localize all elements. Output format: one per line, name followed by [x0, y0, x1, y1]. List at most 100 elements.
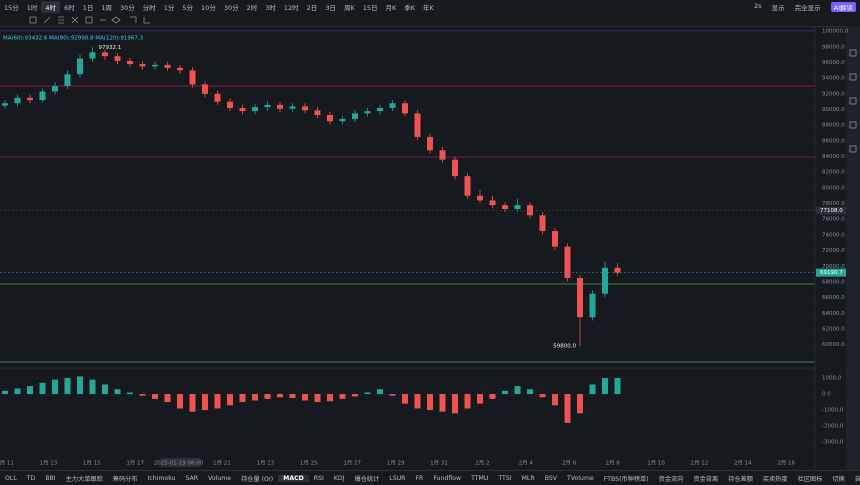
macd-bar: [227, 394, 233, 406]
top-button[interactable]: 2s: [754, 2, 762, 10]
candle-body: [439, 150, 446, 160]
macd-bar: [252, 394, 258, 401]
indicator-tab[interactable]: FTBS(币种榜单): [603, 475, 649, 483]
indicator-tab[interactable]: TVolume: [566, 474, 594, 482]
interval-button[interactable]: 15分: [4, 4, 19, 12]
indicator-tab[interactable]: 持仓差额: [728, 475, 753, 483]
indicator-tab[interactable]: 持仓量 (OI): [241, 475, 274, 483]
macd-bar: [64, 378, 71, 395]
interval-button[interactable]: 6时: [64, 4, 75, 12]
x-tick-label: 1月 27: [343, 460, 361, 467]
indicator-tab[interactable]: TTMU: [471, 474, 489, 482]
indicator-tab[interactable]: TTSI: [498, 474, 512, 482]
interval-button[interactable]: 2时: [246, 4, 258, 12]
side-icon[interactable]: [849, 49, 857, 57]
macd-bar: [589, 384, 596, 395]
interval-button[interactable]: 1时: [26, 4, 38, 12]
side-icon[interactable]: [849, 73, 857, 81]
interval-button[interactable]: 1周: [101, 4, 112, 12]
indicator-tab[interactable]: FR: [415, 474, 424, 482]
indicator-tab[interactable]: MACD: [278, 474, 309, 482]
indicator-tab[interactable]: Ichimoku: [147, 474, 176, 482]
y-tick-label: 62000.0: [822, 326, 845, 332]
indicator-tab[interactable]: 自选: [850, 474, 860, 483]
indicator-tab[interactable]: MLR: [521, 474, 535, 482]
interval-button[interactable]: 12时: [283, 4, 299, 12]
interval-button[interactable]: 4时: [41, 1, 61, 13]
macd-bar: [77, 376, 83, 395]
interval-button[interactable]: 周K: [343, 4, 355, 12]
candle-body: [377, 107, 383, 112]
top-button[interactable]: 显示: [771, 4, 785, 12]
indicator-tab[interactable]: RSI: [313, 474, 324, 482]
macd-bar: [527, 389, 533, 395]
interval-button[interactable]: 10分: [201, 4, 216, 12]
indicator-tab[interactable]: 资金背离: [693, 475, 719, 483]
interval-button[interactable]: 15日: [362, 4, 378, 12]
x-tick-label: 1月 11: [0, 460, 14, 467]
candle-body: [414, 113, 421, 137]
macd-bar: [477, 394, 483, 404]
indicator-tab[interactable]: OLL: [5, 474, 17, 482]
interval-button[interactable]: 1日: [82, 4, 94, 12]
interval-button[interactable]: 季K: [404, 4, 416, 12]
indicator-tab[interactable]: 资金流向: [658, 475, 684, 483]
indicator-tab[interactable]: BSV: [544, 474, 557, 482]
x-tick-label: 2月 8: [605, 460, 620, 467]
top-button[interactable]: AI解读: [830, 2, 856, 12]
x-tick-label: 1月 29: [387, 460, 405, 467]
interval-button[interactable]: 30分: [223, 4, 239, 12]
y-tick-label: 98000.0: [822, 44, 845, 50]
interval-button[interactable]: 3日: [325, 4, 336, 12]
interval-button[interactable]: 1分: [163, 4, 175, 12]
candle-body: [364, 111, 371, 114]
candle-body: [164, 64, 171, 68]
indicator-tab[interactable]: LSUR: [389, 474, 406, 482]
candle-body: [127, 60, 133, 65]
side-icon[interactable]: [849, 121, 857, 129]
indicator-tab[interactable]: 买卖热度: [762, 475, 788, 483]
candle-body: [477, 195, 483, 201]
side-icon[interactable]: [849, 97, 857, 105]
top-button[interactable]: 完全显示: [794, 4, 821, 12]
indicator-tab[interactable]: 主力大单跟踪: [65, 475, 103, 483]
interval-button[interactable]: 30分: [119, 4, 135, 12]
indicator-tab[interactable]: 社区图标: [797, 475, 823, 483]
y-tick-label: 96000.0: [822, 60, 845, 66]
ma-legend: MA(60):93432.6 MA(90):92998.8 MA(120):91…: [3, 36, 144, 42]
candle-body: [189, 70, 196, 85]
x-tick-label: 2月 10: [647, 460, 665, 467]
y-tick-label: 82000.0: [822, 170, 845, 176]
indicator-tab[interactable]: Fundflow: [433, 474, 462, 482]
y-tick-label: 78000.0: [822, 201, 845, 207]
indicator-tab[interactable]: 切换: [832, 475, 845, 483]
y-tick-label: 80000.0: [822, 185, 845, 191]
indicator-tab[interactable]: 爆仓统计: [354, 475, 380, 483]
indicator-tab[interactable]: TD: [26, 474, 36, 482]
interval-button[interactable]: 月K: [385, 4, 397, 12]
interval-button[interactable]: 分时: [142, 4, 156, 12]
indicator-tab[interactable]: Volume: [208, 474, 232, 482]
candle-body: [539, 215, 546, 231]
macd-bar: [339, 394, 346, 399]
side-icon[interactable]: [849, 145, 857, 153]
macd-bar: [464, 394, 471, 409]
y-tick-label: -1000.0: [822, 408, 844, 414]
price-tag: [816, 268, 846, 277]
interval-button[interactable]: 2日: [306, 4, 318, 12]
price-tag: [816, 206, 846, 215]
indicator-tab[interactable]: SAR: [185, 474, 199, 482]
macd-bar: [102, 384, 108, 395]
x-tick-label: 1月 13: [40, 460, 58, 467]
indicator-tab[interactable]: 筹码分布: [112, 475, 138, 483]
interval-button[interactable]: 3时: [265, 4, 276, 12]
interval-button[interactable]: 年K: [423, 4, 434, 12]
candle-body: [252, 107, 258, 112]
indicator-tab[interactable]: KDJ: [333, 474, 345, 482]
candle-body: [314, 110, 321, 115]
x-tick-label: 1月 23: [257, 460, 275, 467]
indicator-tab[interactable]: BBI: [45, 474, 56, 482]
macd-bar: [327, 394, 333, 402]
interval-button[interactable]: 5分: [182, 4, 194, 12]
high-label: 97932.1: [99, 45, 122, 51]
